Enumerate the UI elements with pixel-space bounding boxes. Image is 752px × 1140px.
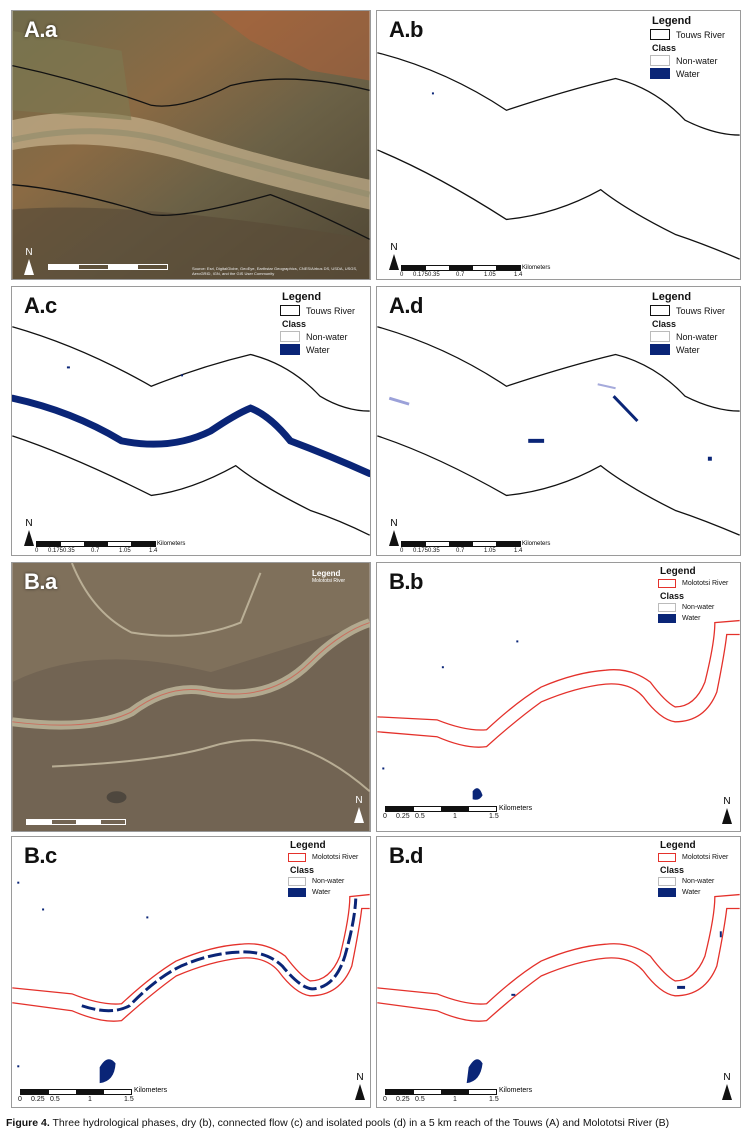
legend-item-nonwater: Non-water <box>658 877 734 886</box>
north-arrow: N <box>387 242 401 270</box>
figure-caption: Figure 4. Three hydrological phases, dry… <box>6 1117 746 1129</box>
isolated-pool <box>597 383 616 390</box>
legend-item-water: Water <box>650 344 734 355</box>
satellite-image-touws <box>12 11 370 279</box>
scale-bar: 0 0.175 0.35 0.7 1.05 1.4 <box>400 265 522 279</box>
panel-label: B.c <box>24 843 57 868</box>
legend-item-water: Water <box>658 614 734 623</box>
touws-river-upper-boundary <box>12 64 370 107</box>
panel-a-c: A.c Legend Touws River Class Non-water W… <box>11 286 371 556</box>
isolated-pool <box>528 438 545 443</box>
panel-a-b: A.b Legend Touws River Class Non-water W… <box>376 10 741 280</box>
panel-label: B.b <box>389 569 423 594</box>
classification-map-molototsi-pools <box>377 893 740 1084</box>
north-arrow: N <box>387 518 401 546</box>
north-arrow: N <box>22 518 36 546</box>
panel-label: B.d <box>389 843 423 868</box>
legend: Legend Touws River Class Non-water Water <box>280 291 364 357</box>
legend-item-river: Molototsi River <box>288 853 364 862</box>
legend-item-river: Touws River <box>650 29 734 40</box>
north-arrow: N <box>720 1072 734 1100</box>
legend-item-river: Molototsi River <box>658 853 734 862</box>
legend-item-nonwater: Non-water <box>280 331 364 342</box>
classification-map-touws-connected <box>12 326 370 536</box>
legend: Legend Molototsi River Class Non-water W… <box>658 840 734 899</box>
legend-item-river: Touws River <box>280 305 364 316</box>
legend: Legend Molototsi River Class Non-water W… <box>658 566 734 625</box>
isolated-pool <box>612 395 639 423</box>
scale-unit: Kilometers <box>499 1087 533 1094</box>
north-arrow: N <box>352 795 366 823</box>
satellite-image-molototsi <box>12 563 370 831</box>
panel-b-b: B.b Legend Molototsi River Class Non-wat… <box>376 562 741 832</box>
legend-item-nonwater: Non-water <box>288 877 364 886</box>
scale-bar <box>48 264 168 270</box>
legend: Legend Touws River Class Non-water Water <box>650 15 734 81</box>
isolated-pool <box>511 993 516 996</box>
legend-item-water: Water <box>658 888 734 897</box>
scale-unit: Kilometers <box>499 805 533 812</box>
north-arrow: N <box>353 1072 367 1100</box>
connected-flow-water <box>81 898 358 1013</box>
legend-item-nonwater: Non-water <box>650 55 734 66</box>
scale-unit: Kilometers <box>522 265 551 271</box>
connected-flow-water <box>12 394 370 478</box>
isolated-pool <box>99 1059 116 1084</box>
panel-a-a: A.a N Source: Esri, DigitalGlobe, GeoEye… <box>11 10 371 280</box>
isolated-pool <box>388 396 410 406</box>
isolated-pool <box>719 931 722 938</box>
scale-bar <box>26 819 126 825</box>
panel-label: A.d <box>389 293 423 318</box>
north-arrow: N <box>720 796 734 824</box>
panel-label: B.a <box>24 569 57 594</box>
legend-item-water: Water <box>650 68 734 79</box>
classification-map-touws-pools <box>377 326 740 536</box>
scale-unit: Kilometers <box>157 541 186 547</box>
panel-label: A.a <box>24 17 57 42</box>
figure-number: Figure 4. <box>6 1117 50 1129</box>
panel-label: A.c <box>24 293 57 318</box>
isolated-pool <box>707 456 712 461</box>
legend-item-nonwater: Non-water <box>658 603 734 612</box>
scale-bar: 0 0.175 0.35 0.7 1.05 1.4 <box>400 541 522 555</box>
isolated-pool <box>472 788 483 800</box>
classification-map-molototsi-dry <box>377 619 740 800</box>
legend-item-water: Water <box>280 344 364 355</box>
classification-map-touws-dry <box>377 52 740 260</box>
legend: Legend Molototsi River Class Non-water W… <box>288 840 364 899</box>
legend-item-nonwater: Non-water <box>650 331 734 342</box>
scale-unit: Kilometers <box>134 1087 168 1094</box>
legend: Legend Molototsi River <box>312 569 346 584</box>
panel-a-d: A.d Legend Touws River Class Non-water W… <box>376 286 741 556</box>
panel-label: A.b <box>389 17 423 42</box>
north-arrow: N <box>22 247 36 275</box>
isolated-pool <box>677 985 686 989</box>
classification-map-molototsi-connected <box>12 881 370 1084</box>
map-attribution: Source: Esri, DigitalGlobe, GeoEye, Eart… <box>192 266 358 276</box>
legend-item-water: Water <box>288 888 364 897</box>
panel-b-a: B.a Legend Molototsi River N <box>11 562 371 832</box>
scale-bar: 0 0.25 0.5 1 1.5 <box>383 806 499 821</box>
caption-text: Three hydrological phases, dry (b), conn… <box>49 1117 670 1129</box>
panel-b-c: B.c Legend Molototsi River Class Non-wat… <box>11 836 371 1108</box>
scale-bar: 0 0.25 0.5 1 1.5 <box>18 1089 134 1104</box>
touws-river-lower-boundary <box>12 184 370 240</box>
panel-b-d: B.d Legend Molototsi River Class Non-wat… <box>376 836 741 1108</box>
isolated-pool <box>466 1059 483 1084</box>
scale-unit: Kilometers <box>522 541 551 547</box>
legend: Legend Touws River Class Non-water Water <box>650 291 734 357</box>
scale-bar: 0 0.175 0.35 0.7 1.05 1.4 <box>35 541 157 555</box>
legend-item-river: Touws River <box>650 305 734 316</box>
scale-bar: 0 0.25 0.5 1 1.5 <box>383 1089 499 1104</box>
legend-item-river: Molototsi River <box>658 579 734 588</box>
